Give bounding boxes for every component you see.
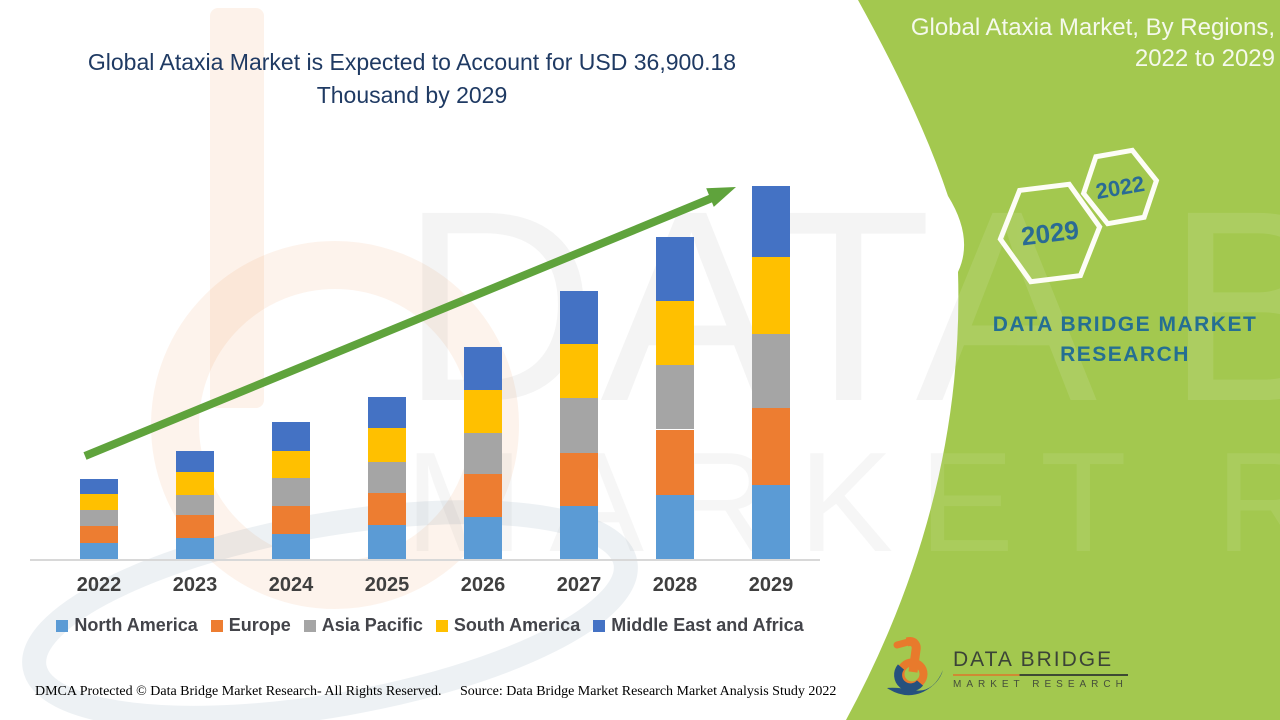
legend-label: Asia Pacific <box>321 615 423 635</box>
hexagon-2022-outline <box>1080 147 1160 227</box>
logo-underline <box>953 674 1128 676</box>
bar-2028-north-america <box>656 494 694 559</box>
logo-wordmark: DATA BRIDGE <box>953 648 1114 671</box>
x-axis-line <box>30 559 820 561</box>
company-logo: DATA BRIDGE MARKET RESEARCH <box>885 636 1128 700</box>
bar-2027-middle-east-and-africa <box>560 291 598 344</box>
bar-2028-europe <box>656 429 694 495</box>
bar-2023-europe <box>176 515 214 538</box>
logo-swoosh <box>887 670 943 696</box>
chart-title-line1: Global Ataxia Market is Expected to Acco… <box>87 49 737 75</box>
bar-2026-south-america <box>464 390 502 433</box>
legend-label: South America <box>453 615 581 635</box>
legend-label: Europe <box>228 615 291 635</box>
bar-2029-asia-pacific <box>752 333 790 409</box>
x-axis-label-2023: 2023 <box>172 574 218 596</box>
x-axis-label-2022: 2022 <box>76 574 122 596</box>
bar-2028-middle-east-and-africa <box>656 237 694 302</box>
bar-2024-north-america <box>272 533 310 559</box>
logo-b-bowl-blue <box>894 664 924 692</box>
company-logo-icon <box>887 637 943 696</box>
legend-item-south-america: South America <box>435 615 581 636</box>
hexagon-2029-label: 2029 <box>1019 215 1080 252</box>
legend-swatch <box>435 619 448 632</box>
bar-2024-south-america <box>272 450 310 479</box>
trend-arrowhead <box>706 187 736 207</box>
bar-2029-middle-east-and-africa <box>752 186 790 258</box>
bar-2023-north-america <box>176 537 214 559</box>
logo-tagline: MARKET RESEARCH <box>953 679 1128 690</box>
legend-item-north-america: North America <box>56 615 198 636</box>
chart-title-line2: Thousand by 2029 <box>316 82 508 108</box>
legend-item-asia-pacific: Asia Pacific <box>303 615 423 636</box>
bar-2027-south-america <box>560 343 598 398</box>
bar-2026-europe <box>464 473 502 518</box>
bar-2022-asia-pacific <box>80 510 118 526</box>
bar-2025-asia-pacific <box>368 461 406 494</box>
bar-2026-middle-east-and-africa <box>464 347 502 391</box>
legend-label: Middle East and Africa <box>611 615 804 635</box>
side-panel-heading-line2: 2022 to 2029 <box>1134 45 1275 72</box>
bar-2027-asia-pacific <box>560 397 598 453</box>
legend-item-europe: Europe <box>210 615 291 636</box>
legend-swatch <box>56 619 69 632</box>
bar-2027-north-america <box>560 506 598 559</box>
x-axis-label-2024: 2024 <box>268 574 314 596</box>
logo-b-stem <box>905 637 921 673</box>
bar-2022-south-america <box>80 494 118 511</box>
bar-2024-middle-east-and-africa <box>272 422 310 451</box>
brand-text-line1: DATA BRIDGE MARKET <box>992 313 1258 336</box>
brand-text: DATA BRIDGE MARKET RESEARCH <box>990 310 1260 370</box>
legend-swatch <box>210 619 223 632</box>
bar-2023-middle-east-and-africa <box>176 450 214 472</box>
trend-line <box>83 194 714 460</box>
x-axis-label-2026: 2026 <box>460 574 506 596</box>
x-axis-label-2025: 2025 <box>364 574 410 596</box>
bar-2027-europe <box>560 452 598 507</box>
bar-2023-asia-pacific <box>176 495 214 516</box>
chart-title: Global Ataxia Market is Expected to Acco… <box>40 46 784 112</box>
watermark-swoosh <box>22 500 638 720</box>
footer-dmca-text: DMCA Protected © Data Bridge Market Rese… <box>35 684 442 699</box>
bar-2025-north-america <box>368 525 406 559</box>
bar-2026-asia-pacific <box>464 432 502 474</box>
bar-2025-middle-east-and-africa <box>368 396 406 429</box>
side-panel-heading-line1: Global Ataxia Market, By Regions, <box>910 14 1275 41</box>
hexagon-2029: 2029 <box>997 181 1103 285</box>
brand-text-line2: RESEARCH <box>1060 343 1190 366</box>
legend-swatch <box>303 619 316 632</box>
bar-2024-asia-pacific <box>272 478 310 507</box>
bar-2029-europe <box>752 408 790 485</box>
company-logo-text: DATA BRIDGE MARKET RESEARCH <box>953 636 1128 690</box>
bar-2022-middle-east-and-africa <box>80 478 118 495</box>
hexagon-2029-outline <box>997 181 1103 285</box>
legend-item-middle-east-and-africa: Middle East and Africa <box>593 615 804 636</box>
bar-2023-south-america <box>176 471 214 496</box>
legend-label: North America <box>74 615 198 635</box>
green-side-panel <box>846 0 1280 720</box>
legend-swatch <box>593 619 606 632</box>
legend: North America Europe Asia Pacific South Ame… <box>30 615 830 636</box>
x-axis-label-2027: 2027 <box>556 574 602 596</box>
side-panel-heading: Global Ataxia Market, By Regions, 2022 t… <box>911 12 1275 74</box>
bar-2024-europe <box>272 506 310 534</box>
bar-2028-south-america <box>656 301 694 366</box>
watermark-b-stem <box>210 8 264 408</box>
bar-2022-north-america <box>80 542 118 559</box>
bar-2028-asia-pacific <box>656 365 694 430</box>
bar-2026-north-america <box>464 517 502 559</box>
footer-source-text: Source: Data Bridge Market Research Mark… <box>460 684 837 699</box>
bar-2029-south-america <box>752 257 790 334</box>
bar-2029-north-america <box>752 484 790 559</box>
x-axis-label-2029: 2029 <box>748 574 794 596</box>
bar-2022-europe <box>80 525 118 543</box>
bar-2025-europe <box>368 493 406 526</box>
bar-2025-south-america <box>368 428 406 462</box>
x-axis-label-2028: 2028 <box>652 574 698 596</box>
